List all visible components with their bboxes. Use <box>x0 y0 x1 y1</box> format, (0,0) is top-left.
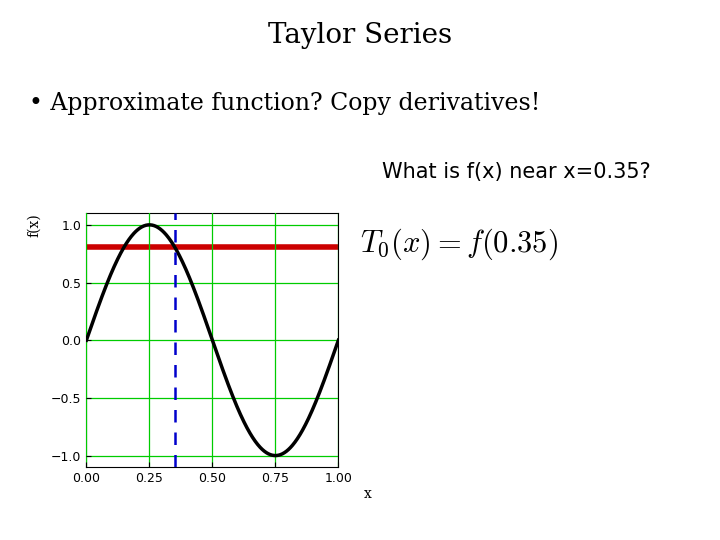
Text: • Approximate function? Copy derivatives!: • Approximate function? Copy derivatives… <box>29 92 540 115</box>
Text: f(x): f(x) <box>27 213 40 237</box>
Text: $T_0(x) = f(0.35)$: $T_0(x) = f(0.35)$ <box>360 227 558 262</box>
Text: What is f(x) near x=0.35?: What is f(x) near x=0.35? <box>382 162 650 182</box>
Text: x: x <box>364 487 372 501</box>
Text: Taylor Series: Taylor Series <box>268 22 452 49</box>
